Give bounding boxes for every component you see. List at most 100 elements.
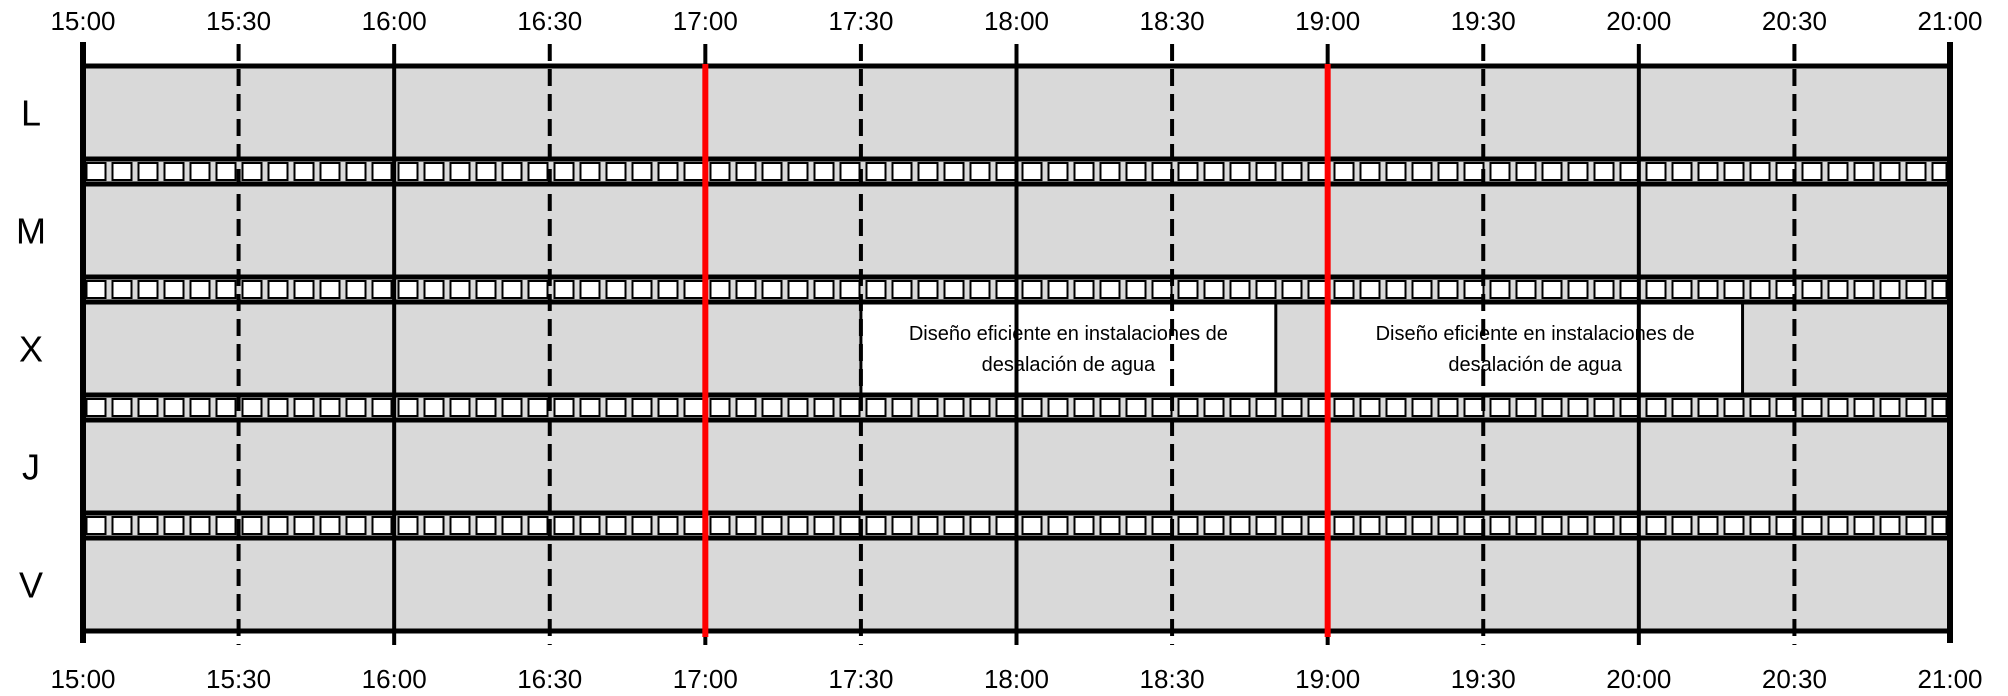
separator-cell (943, 398, 965, 417)
separator-cell (1463, 516, 1485, 535)
separator-cell (1879, 516, 1901, 535)
event-box[interactable] (859, 300, 1278, 397)
separator-cell (1489, 162, 1511, 181)
separator-cell (579, 516, 601, 535)
separator-cell (215, 398, 237, 417)
separator-cell (163, 516, 185, 535)
separator-cell (215, 280, 237, 299)
separator-cell (813, 280, 835, 299)
separator-cell (1411, 162, 1433, 181)
separator-cell (1047, 398, 1069, 417)
separator-cell (1229, 280, 1251, 299)
separator-cell (1619, 398, 1641, 417)
separator-cell (1567, 398, 1589, 417)
event-title-line: desalación de agua (982, 354, 1156, 376)
separator-cell (1827, 398, 1849, 417)
time-label-top: 17:00 (673, 6, 738, 36)
separator-cell (1463, 162, 1485, 181)
separator-cell (1879, 162, 1901, 181)
separator-cell (657, 516, 679, 535)
time-label-bottom: 18:30 (1140, 664, 1205, 694)
separator-cell (1905, 398, 1927, 417)
separator-cell (1827, 516, 1849, 535)
separator-cell (1385, 280, 1407, 299)
separator-cell (1697, 162, 1719, 181)
separator-cell (1021, 516, 1043, 535)
separator-cell (189, 162, 211, 181)
separator-cell (1931, 162, 1948, 181)
separator-cell (1411, 280, 1433, 299)
separator-cell (1125, 398, 1147, 417)
separator-cell (1307, 162, 1329, 181)
separator-cell (163, 398, 185, 417)
separator-cell (553, 280, 575, 299)
separator-cell (1801, 162, 1823, 181)
separator-cell (657, 280, 679, 299)
day-label-j: J (22, 447, 40, 488)
separator-cell (1723, 162, 1745, 181)
separator-cell (553, 162, 575, 181)
separator-cell (215, 516, 237, 535)
event-box[interactable] (1326, 300, 1745, 397)
time-label-top: 18:00 (984, 6, 1049, 36)
separator-cell (1619, 280, 1641, 299)
separator-cell (1567, 280, 1589, 299)
separator-cell (1151, 280, 1173, 299)
separator-cell (1645, 398, 1667, 417)
time-label-bottom: 16:00 (362, 664, 427, 694)
separator-cell (423, 398, 445, 417)
time-label-top: 18:30 (1140, 6, 1205, 36)
time-label-bottom: 21:00 (1917, 664, 1982, 694)
separator-cell (735, 280, 757, 299)
time-label-top: 15:00 (50, 6, 115, 36)
separator-cell (137, 280, 159, 299)
separator-cell (1021, 162, 1043, 181)
separator-cell (1203, 398, 1225, 417)
time-label-bottom: 19:00 (1295, 664, 1360, 694)
time-label-top: 20:30 (1762, 6, 1827, 36)
separator-cell (1489, 280, 1511, 299)
separator-cell (1853, 162, 1875, 181)
separator-cell (839, 162, 861, 181)
separator-cell (1177, 516, 1199, 535)
separator-cell (345, 398, 367, 417)
separator-cell (1151, 398, 1173, 417)
separator-cell (553, 516, 575, 535)
separator-cell (787, 162, 809, 181)
separator-cell (423, 516, 445, 535)
separator-cell (189, 398, 211, 417)
separator-cell (1489, 516, 1511, 535)
separator-cell (1411, 516, 1433, 535)
separator-cell (137, 398, 159, 417)
separator-cell (1749, 280, 1771, 299)
separator-cell (1281, 162, 1303, 181)
separator-cell (1593, 162, 1615, 181)
time-label-bottom: 18:00 (984, 664, 1049, 694)
separator-cell (1229, 162, 1251, 181)
separator-cell (657, 398, 679, 417)
event-title-line: Diseño eficiente en instalaciones de (1376, 323, 1695, 345)
separator-cell (1749, 398, 1771, 417)
separator-cell (475, 398, 497, 417)
separator-cell (1099, 280, 1121, 299)
separator-cell (787, 280, 809, 299)
separator-cell (761, 162, 783, 181)
separator-cell (1281, 516, 1303, 535)
separator-cell (995, 162, 1017, 181)
day-label-x: X (19, 329, 43, 370)
separator-cell (1567, 162, 1589, 181)
separator-cell (1177, 398, 1199, 417)
separator-cell (1749, 162, 1771, 181)
separator-cell (267, 516, 289, 535)
separator-cell (319, 398, 341, 417)
separator-cell (579, 280, 601, 299)
separator-cell (1619, 516, 1641, 535)
time-label-top: 19:00 (1295, 6, 1360, 36)
separator-cell (1385, 516, 1407, 535)
day-label-v: V (19, 565, 43, 606)
separator-cell (1099, 162, 1121, 181)
time-label-bottom: 15:30 (206, 664, 271, 694)
separator-cell (969, 280, 991, 299)
separator-cell (631, 162, 653, 181)
separator-cell (1567, 516, 1589, 535)
